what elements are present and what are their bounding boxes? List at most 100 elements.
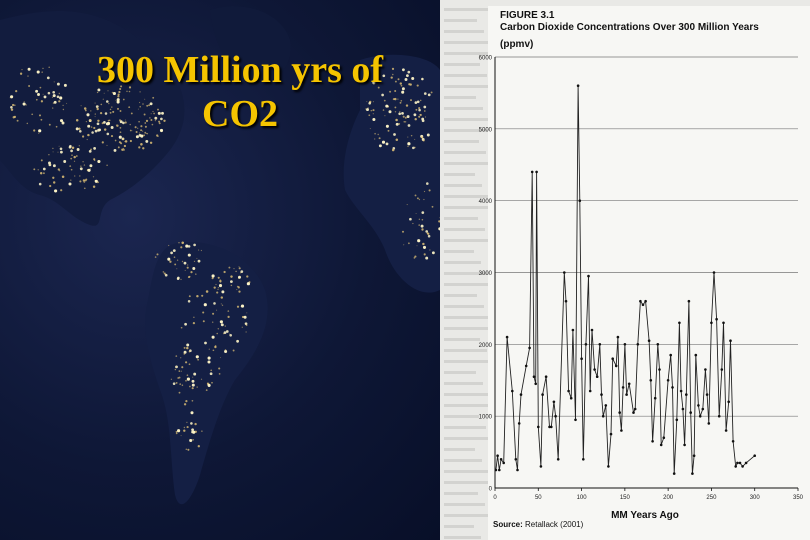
city-light — [381, 140, 386, 144]
city-light — [183, 261, 187, 265]
city-light — [110, 135, 114, 138]
city-light — [75, 127, 79, 131]
city-light — [201, 294, 204, 297]
city-light — [219, 278, 221, 281]
city-light — [193, 372, 197, 376]
city-light — [406, 115, 410, 119]
city-light — [113, 148, 117, 152]
city-light — [189, 438, 193, 443]
city-light — [177, 377, 180, 379]
city-light — [148, 104, 151, 107]
city-light — [429, 249, 431, 251]
city-light — [410, 99, 412, 102]
city-light — [188, 295, 191, 298]
y-tick-label: 0 — [489, 487, 493, 493]
city-light — [192, 430, 196, 434]
city-light — [203, 303, 207, 307]
data-point — [627, 382, 631, 386]
city-light — [103, 128, 107, 131]
data-point — [598, 343, 602, 346]
city-light — [105, 100, 109, 103]
city-light — [97, 181, 99, 184]
city-light — [86, 113, 90, 117]
text-line-texture — [444, 525, 474, 528]
city-light — [116, 100, 120, 104]
figure-source-text: Retallack (2001) — [525, 520, 584, 529]
data-point — [675, 418, 679, 422]
city-light — [87, 124, 91, 128]
city-light — [368, 114, 371, 117]
city-light — [191, 379, 195, 383]
city-light — [370, 109, 373, 112]
data-point — [694, 353, 698, 357]
text-line-texture — [444, 448, 475, 451]
city-light — [376, 80, 378, 82]
text-line-texture — [444, 63, 480, 66]
text-line-texture — [444, 415, 479, 418]
city-light — [109, 111, 112, 114]
city-light — [124, 121, 127, 124]
slide-title-line-2: CO2 — [202, 93, 278, 135]
city-light — [150, 119, 153, 121]
city-light — [399, 82, 402, 85]
text-line-texture — [444, 107, 483, 110]
city-light — [241, 326, 243, 328]
data-point — [563, 271, 566, 274]
city-light — [123, 144, 127, 148]
city-light — [156, 253, 159, 256]
city-light — [94, 179, 98, 183]
city-light — [89, 168, 92, 170]
world-night-lights-photo: 300 Million yrs of CO2 — [0, 0, 440, 540]
city-light — [232, 349, 235, 352]
city-light — [112, 91, 116, 96]
city-light — [119, 127, 122, 129]
city-light — [84, 109, 87, 112]
city-light — [57, 168, 60, 171]
city-light — [194, 422, 197, 426]
city-light — [400, 99, 403, 102]
city-light — [240, 304, 245, 308]
data-point — [623, 343, 627, 346]
city-light — [116, 124, 119, 127]
city-light — [160, 117, 163, 121]
city-light — [438, 227, 440, 231]
city-light — [238, 267, 241, 270]
data-point — [498, 468, 501, 472]
data-point — [580, 357, 583, 361]
city-light — [70, 168, 73, 171]
city-light — [99, 111, 103, 115]
city-light — [146, 104, 149, 107]
city-light — [200, 378, 203, 380]
city-light — [79, 167, 83, 171]
city-light — [39, 86, 42, 89]
city-light — [220, 303, 222, 305]
y-tick-label: 3000 — [479, 271, 493, 277]
city-light — [115, 124, 117, 126]
data-point — [707, 422, 711, 425]
city-light — [393, 133, 396, 136]
city-light — [69, 144, 72, 148]
city-light — [417, 239, 421, 243]
city-light — [181, 384, 184, 386]
data-point — [651, 440, 654, 443]
city-light — [62, 108, 65, 111]
city-light — [192, 321, 196, 325]
data-point — [669, 353, 672, 357]
city-light — [85, 120, 88, 123]
text-line-texture — [444, 239, 492, 242]
city-light — [381, 93, 384, 97]
city-light — [126, 90, 128, 93]
data-point — [539, 465, 543, 468]
city-light — [426, 182, 429, 185]
city-light — [185, 361, 188, 364]
city-light — [225, 330, 229, 333]
city-light — [213, 302, 216, 305]
data-point — [722, 321, 725, 325]
city-light — [95, 105, 99, 108]
text-line-texture — [444, 382, 483, 385]
city-light — [111, 106, 113, 108]
text-line-texture — [444, 327, 498, 330]
city-light — [137, 127, 139, 129]
city-light — [189, 385, 191, 388]
data-point — [582, 458, 585, 461]
